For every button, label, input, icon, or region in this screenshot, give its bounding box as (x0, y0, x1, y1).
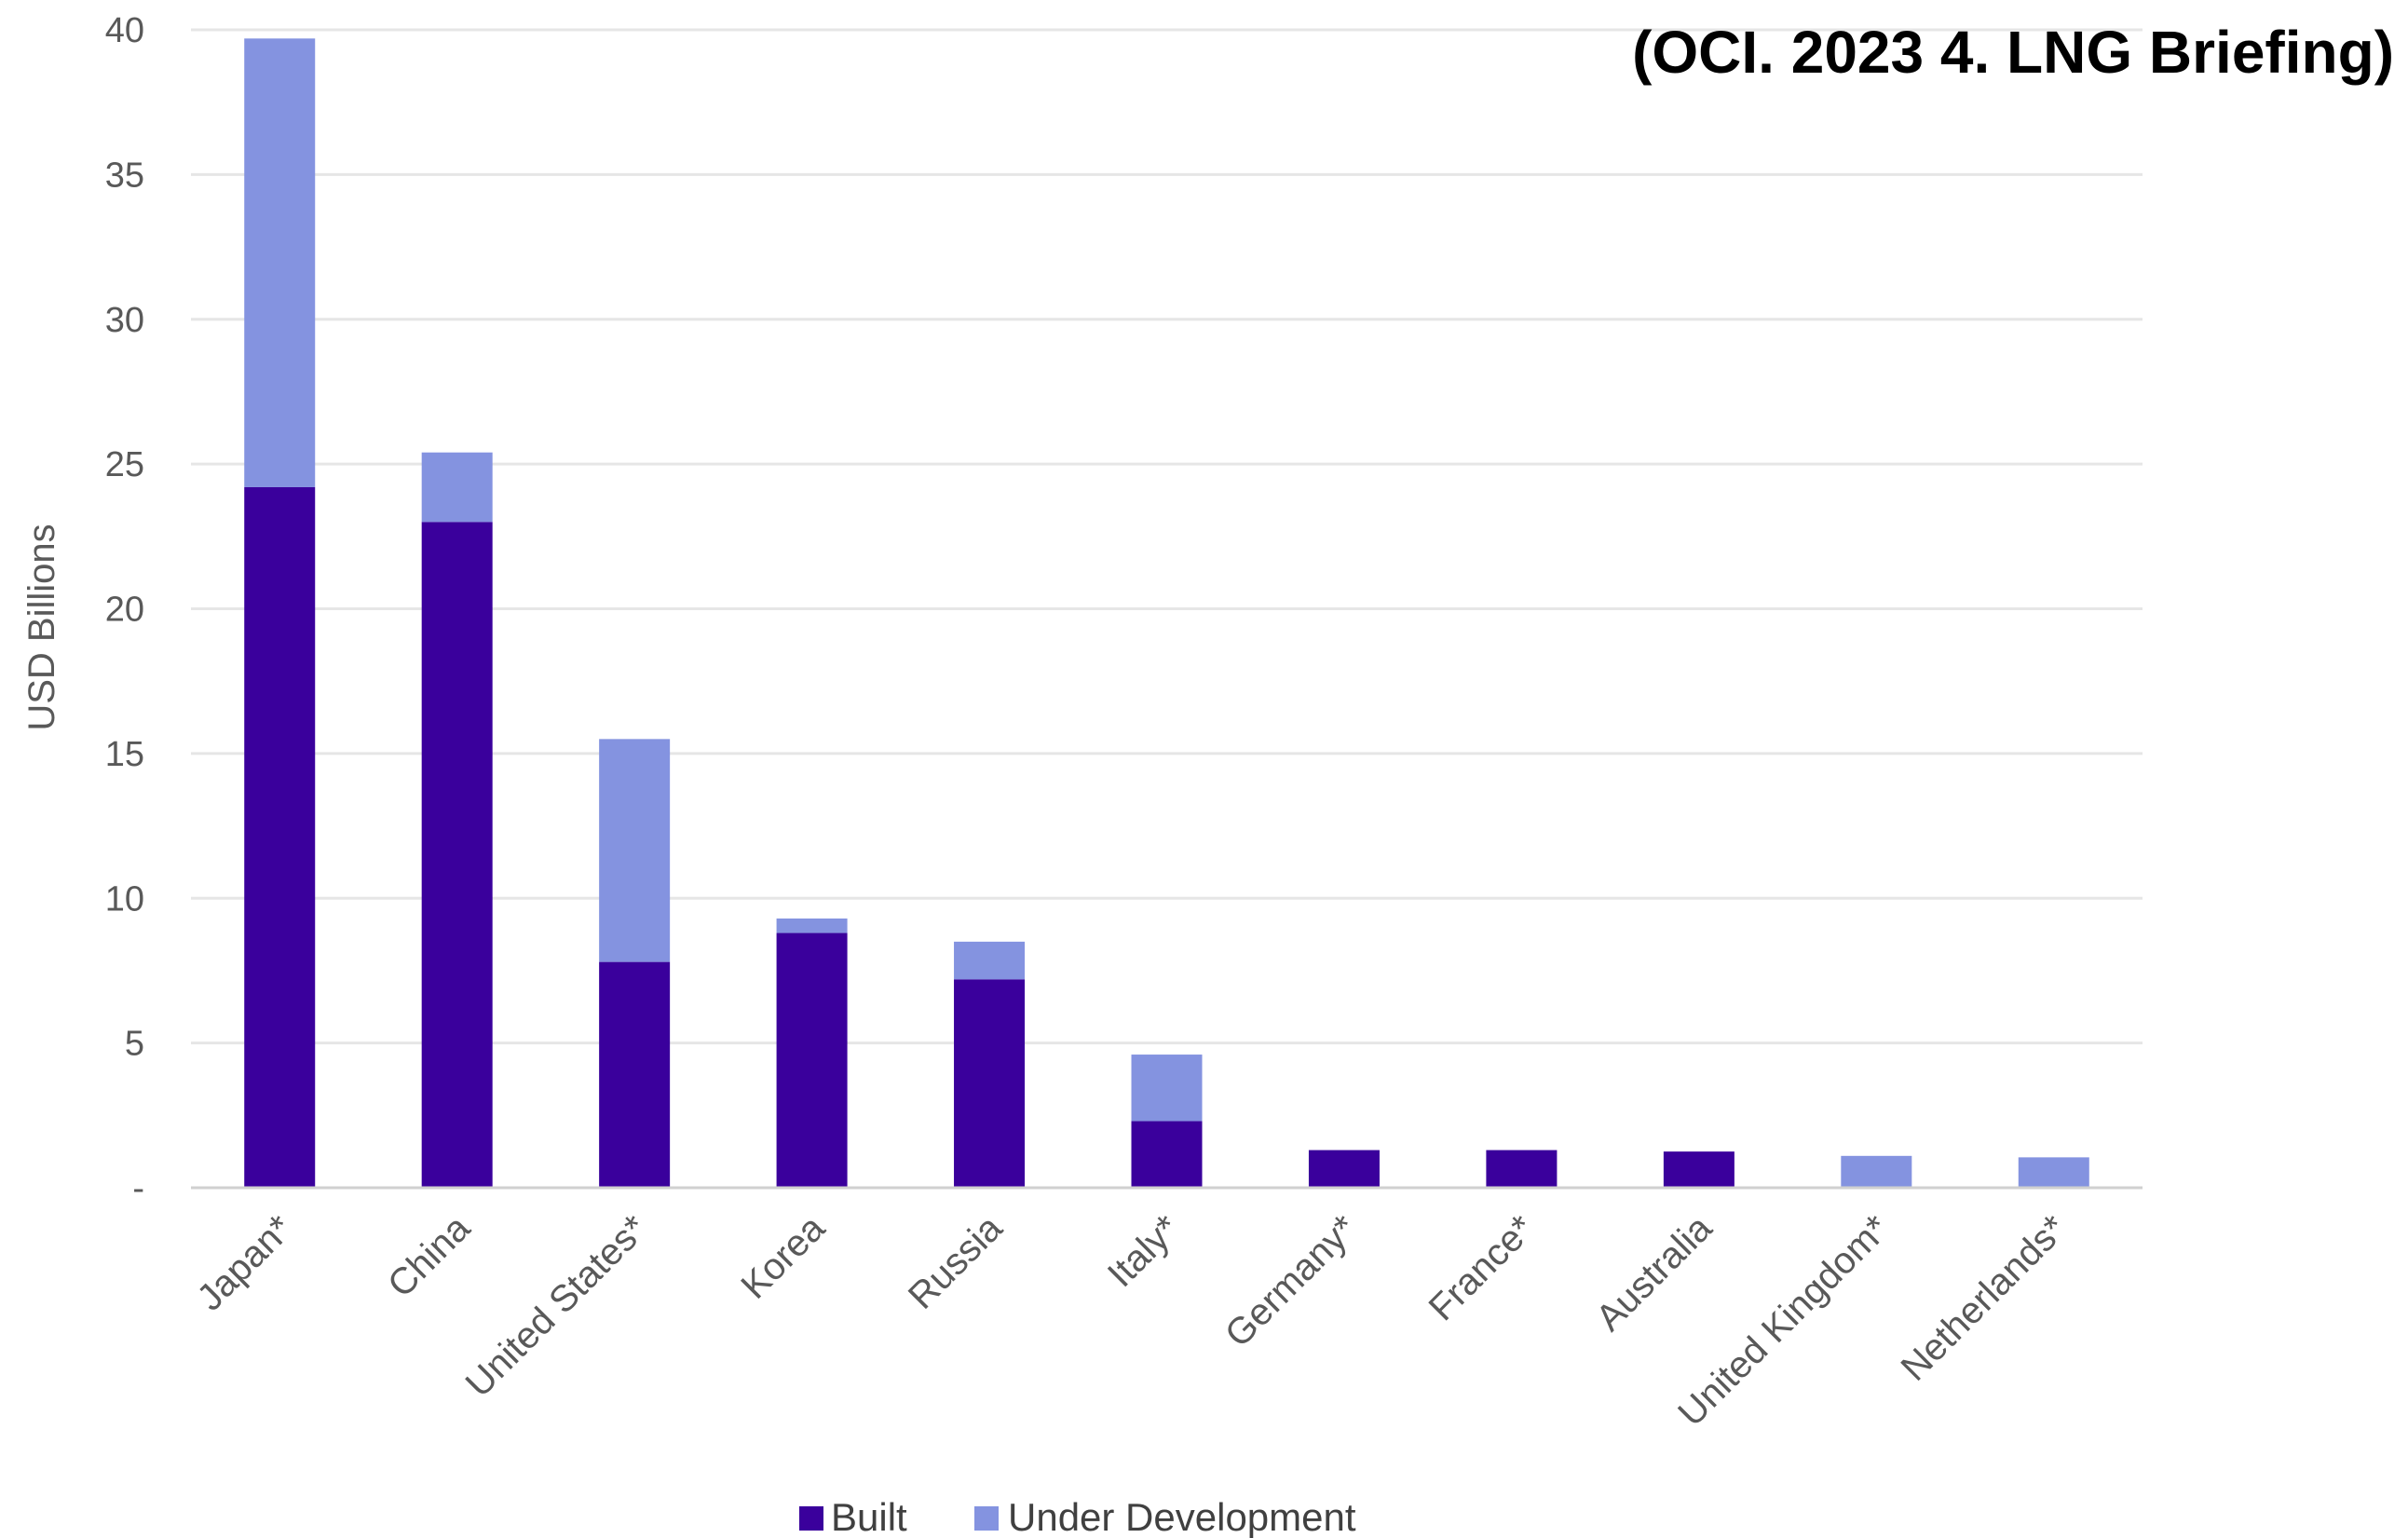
bar-built (1131, 1121, 1203, 1188)
bar-under-development (1131, 1055, 1203, 1122)
y-axis-title: USD Billions (21, 524, 62, 730)
y-axis-ticks: - 5 10 15 20 25 30 35 40 (105, 11, 144, 1208)
y-tick-label: 20 (105, 591, 144, 630)
x-category-label: Germany* (1218, 1207, 1365, 1354)
y-tick-label: 35 (105, 156, 144, 195)
bars (244, 38, 2089, 1188)
y-tick-label: 40 (105, 11, 144, 50)
bar-built (1486, 1150, 1558, 1188)
legend: Built Under Development (799, 1495, 1356, 1538)
bar-built (954, 979, 1026, 1188)
bar-built (599, 961, 671, 1188)
x-category-label: Netherlands* (1894, 1207, 2075, 1389)
x-category-label: China (380, 1207, 479, 1306)
bar-built (1308, 1150, 1380, 1188)
legend-swatch-under-development (974, 1506, 999, 1531)
bar-built (421, 522, 493, 1188)
x-category-label: United States* (458, 1207, 656, 1405)
bar-under-development (954, 941, 1026, 980)
y-tick-label: 25 (105, 445, 144, 484)
bar-built (244, 486, 316, 1188)
x-category-label: Australia (1588, 1207, 1721, 1340)
bar-under-development (599, 739, 671, 962)
bar-built (1663, 1151, 1735, 1188)
legend-label-under-development: Under Development (1008, 1495, 1356, 1538)
y-tick-label: 10 (105, 879, 144, 919)
x-category-label: Italy* (1100, 1207, 1188, 1295)
y-tick-label: 15 (105, 735, 144, 774)
bar-under-development (244, 38, 316, 487)
x-category-label: Korea (733, 1207, 833, 1307)
bar-built (776, 932, 848, 1188)
x-category-label: France* (1422, 1207, 1543, 1328)
gridlines (191, 28, 2143, 1045)
x-category-label: Russia (901, 1207, 1011, 1317)
bar-under-development (1841, 1155, 1912, 1188)
x-category-label: Japan* (189, 1207, 300, 1318)
bar-under-development (776, 919, 848, 933)
legend-swatch-built (799, 1506, 823, 1531)
y-tick-label: 5 (125, 1025, 144, 1064)
legend-label-built: Built (831, 1495, 907, 1538)
y-tick-label: - (132, 1169, 144, 1208)
bar-under-development (421, 452, 493, 523)
bar-under-development (2018, 1157, 2089, 1188)
source-note: (OCI. 2023 4. LNG Briefing) (1632, 19, 2394, 86)
y-tick-label: 30 (105, 301, 144, 340)
